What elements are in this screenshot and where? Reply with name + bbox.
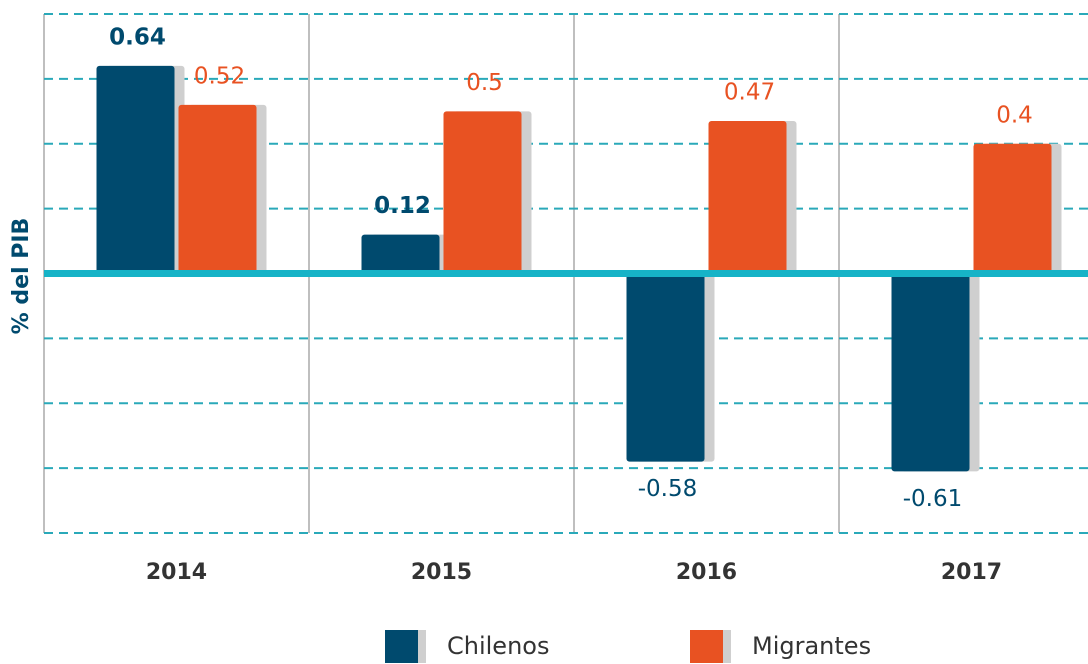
value-label: 0.5	[466, 70, 503, 96]
bar	[443, 111, 522, 274]
bar	[178, 104, 257, 274]
bar	[708, 121, 787, 274]
bar	[361, 234, 440, 274]
legend-swatch	[385, 630, 418, 663]
x-tick-label: 2014	[146, 560, 207, 585]
legend-label: Chilenos	[447, 632, 549, 660]
value-label: -0.58	[638, 476, 698, 502]
legend-label: Migrantes	[752, 632, 871, 660]
value-label: 0.12	[374, 193, 431, 219]
value-label: 0.4	[996, 102, 1033, 128]
x-tick-label: 2015	[411, 560, 472, 585]
value-label: 0.52	[194, 63, 245, 89]
x-tick-label: 2017	[941, 560, 1002, 585]
y-axis-label: % del PIB	[9, 218, 34, 335]
value-label: 0.64	[109, 24, 166, 50]
bar	[626, 273, 705, 462]
legend-swatch	[690, 630, 723, 663]
bar	[891, 273, 970, 472]
bar	[973, 143, 1052, 274]
value-label: -0.61	[903, 486, 963, 512]
bar	[96, 65, 175, 274]
x-tick-label: 2016	[676, 560, 737, 585]
value-label: 0.47	[724, 80, 775, 106]
